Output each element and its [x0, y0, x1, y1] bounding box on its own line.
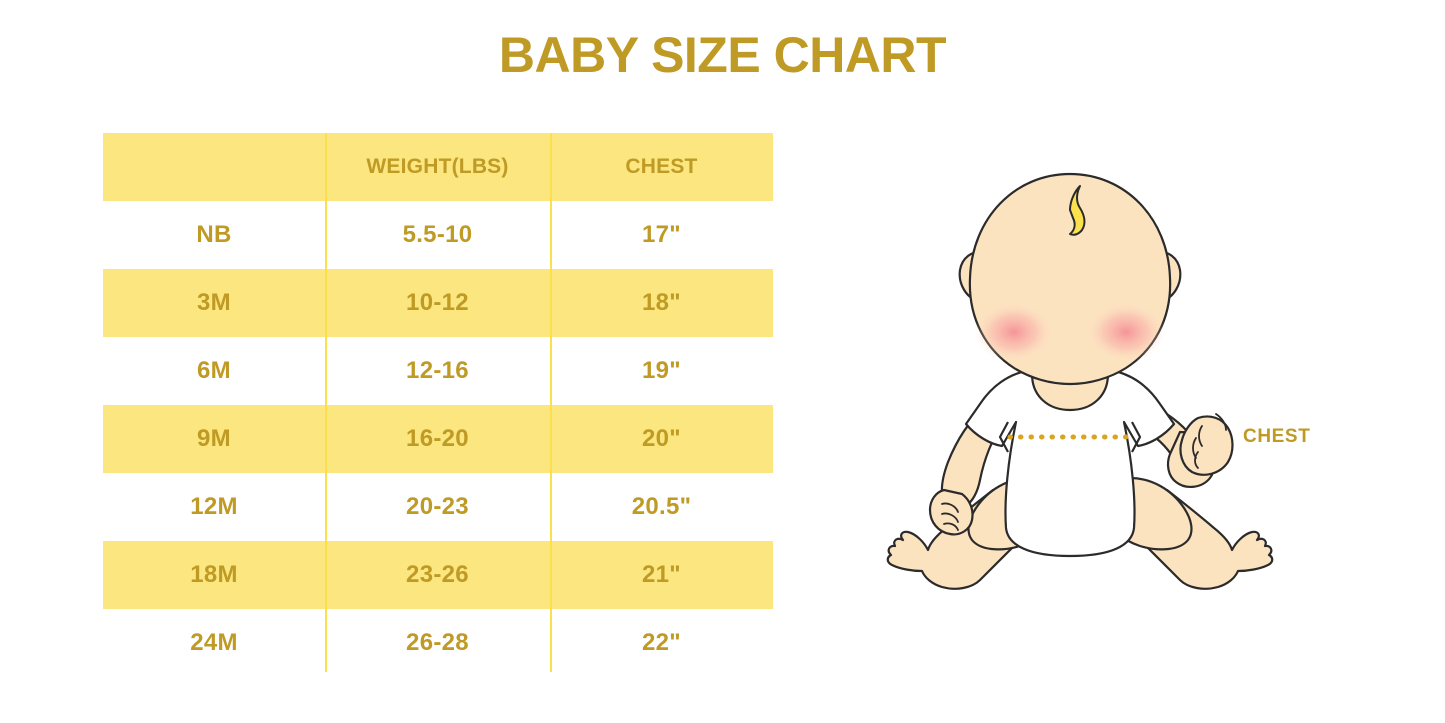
left-blush	[974, 302, 1054, 362]
cell-chest: 18"	[642, 289, 681, 316]
cell-weight: 26-28	[406, 629, 469, 656]
hair-curl-icon	[1069, 185, 1086, 236]
column-header-weight: WEIGHT(LBS)	[366, 155, 509, 178]
cell-chest: 21"	[642, 561, 681, 588]
left-hand	[928, 488, 974, 536]
cell-weight: 16-20	[406, 425, 469, 452]
sitting-baby-illustration	[880, 160, 1280, 600]
cell-chest: 20.5"	[631, 493, 692, 520]
column-divider-left	[325, 133, 327, 672]
cell-size: 12M	[190, 493, 238, 520]
column-header-chest: CHEST	[625, 155, 698, 178]
cell-size: 6M	[197, 357, 231, 384]
cell-size: 3M	[197, 289, 231, 316]
cell-weight: 12-16	[406, 357, 469, 384]
right-blush	[1086, 302, 1166, 362]
cell-weight: 23-26	[406, 561, 469, 588]
cell-weight: 5.5-10	[402, 221, 473, 248]
cell-size: 24M	[190, 629, 238, 656]
table-row: 12M 20-23 20.5"	[103, 473, 773, 541]
chest-measurement-label: CHEST	[1243, 426, 1311, 447]
cell-weight: 20-23	[406, 493, 469, 520]
cell-weight: 10-12	[406, 289, 469, 316]
cell-chest: 22"	[642, 629, 681, 656]
table-row: 6M 12-16 19"	[103, 337, 773, 405]
right-hand	[1179, 413, 1234, 476]
cell-size: NB	[196, 221, 232, 248]
cell-size: 9M	[197, 425, 231, 452]
table-row: 3M 10-12 18"	[103, 269, 773, 337]
table-row: 24M 26-28 22"	[103, 609, 773, 677]
column-header-size	[103, 133, 325, 201]
cell-chest: 20"	[642, 425, 681, 452]
table-row: NB 5.5-10 17"	[103, 201, 773, 269]
cell-chest: 17"	[642, 221, 681, 248]
page-title: BABY SIZE CHART	[498, 27, 947, 83]
table-row: 9M 16-20 20"	[103, 405, 773, 473]
table-header-row: WEIGHT(LBS) CHEST	[103, 133, 773, 201]
cell-size: 18M	[190, 561, 238, 588]
table-row: 18M 23-26 21"	[103, 541, 773, 609]
cell-chest: 19"	[642, 357, 681, 384]
chest-dotted-line	[998, 421, 1142, 453]
baby-size-table: WEIGHT(LBS) CHEST NB 5.5-10 17" 3M 10-12…	[103, 133, 773, 677]
column-divider-right	[550, 133, 552, 672]
